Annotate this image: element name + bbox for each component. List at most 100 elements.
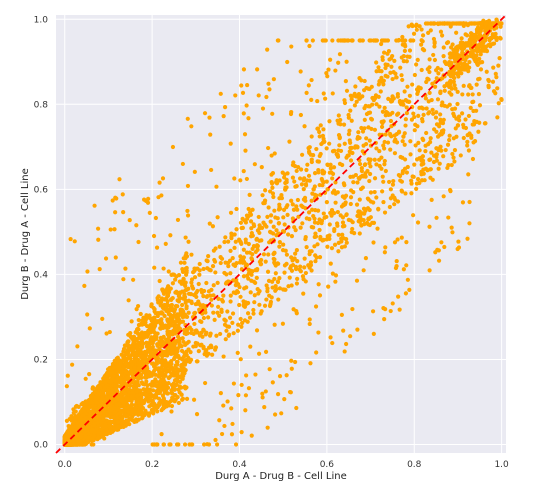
- scatter-point: [101, 423, 106, 428]
- scatter-point: [401, 54, 406, 59]
- scatter-point: [349, 118, 354, 123]
- scatter-point: [281, 215, 286, 220]
- scatter-point: [406, 24, 411, 29]
- scatter-point: [470, 156, 476, 162]
- scatter-point: [167, 363, 172, 368]
- scatter-point: [205, 266, 210, 271]
- scatter-point: [407, 48, 413, 53]
- scatter-point: [405, 84, 410, 89]
- scatter-point: [110, 198, 115, 203]
- scatter-point: [169, 409, 174, 414]
- scatter-point: [252, 162, 257, 167]
- scatter-point: [144, 392, 149, 397]
- scatter-point: [289, 268, 295, 273]
- scatter-point: [240, 216, 245, 222]
- scatter-point: [146, 196, 151, 201]
- scatter-point: [204, 280, 209, 286]
- scatter-point: [144, 340, 149, 345]
- scatter-point: [161, 397, 166, 402]
- scatter-point: [303, 183, 309, 188]
- scatter-point: [192, 310, 198, 315]
- scatter-point: [309, 77, 314, 83]
- scatter-point: [377, 104, 382, 109]
- scatter-point: [402, 166, 408, 171]
- scatter-point: [356, 175, 361, 181]
- scatter-point: [366, 104, 371, 109]
- scatter-point: [192, 275, 198, 280]
- scatter-point: [460, 200, 466, 205]
- scatter-point: [392, 240, 398, 245]
- scatter-point: [273, 283, 278, 289]
- scatter-point: [274, 178, 279, 183]
- scatter-point: [290, 175, 296, 180]
- scatter-point: [325, 74, 330, 79]
- scatter-point: [271, 224, 276, 229]
- scatter-point: [269, 181, 275, 186]
- scatter-point: [393, 197, 398, 202]
- scatter-point: [378, 89, 383, 94]
- scatter-point: [235, 328, 241, 333]
- scatter-point: [446, 215, 451, 220]
- scatter-point: [315, 126, 320, 131]
- scatter-point: [417, 148, 422, 153]
- scatter-point: [163, 241, 168, 246]
- scatter-point: [133, 404, 138, 410]
- scatter-point: [142, 331, 147, 336]
- scatter-point: [238, 178, 243, 183]
- scatter-point: [302, 265, 307, 270]
- scatter-point: [203, 380, 208, 386]
- scatter-point: [318, 123, 323, 128]
- scatter-point: [275, 261, 280, 266]
- scatter-point: [153, 318, 158, 323]
- scatter-point: [428, 136, 433, 141]
- scatter-point: [319, 218, 325, 223]
- scatter-point: [179, 356, 184, 361]
- scatter-point: [281, 207, 287, 212]
- scatter-point: [358, 38, 363, 43]
- scatter-point: [353, 84, 358, 89]
- scatter-point: [218, 331, 223, 337]
- scatter-point: [433, 115, 439, 120]
- scatter-point: [237, 302, 242, 308]
- scatter-point: [283, 248, 288, 253]
- scatter-point: [447, 133, 452, 138]
- scatter-point: [169, 403, 175, 409]
- scatter-point: [108, 403, 113, 408]
- scatter-point: [136, 317, 141, 323]
- scatter-point: [349, 38, 354, 43]
- scatter-point: [67, 426, 72, 432]
- scatter-point: [196, 349, 201, 354]
- scatter-point: [497, 56, 502, 61]
- scatter-point: [235, 290, 241, 295]
- scatter-point: [172, 326, 177, 331]
- scatter-point: [241, 274, 247, 279]
- scatter-point: [404, 59, 409, 64]
- scatter-point: [408, 152, 413, 157]
- scatter-point: [126, 365, 131, 370]
- scatter-point: [141, 361, 146, 366]
- scatter-point: [75, 435, 80, 440]
- scatter-point: [266, 145, 271, 151]
- scatter-point: [332, 226, 337, 232]
- scatter-point: [265, 289, 270, 294]
- scatter-point: [266, 81, 271, 86]
- scatter-point: [324, 70, 329, 76]
- scatter-point: [166, 375, 171, 381]
- scatter-point: [259, 309, 264, 314]
- scatter-point: [382, 139, 387, 145]
- scatter-point: [108, 372, 113, 377]
- scatter-point: [92, 203, 97, 208]
- scatter-point: [315, 220, 321, 226]
- scatter-point: [391, 178, 396, 184]
- scatter-point: [182, 362, 188, 367]
- scatter-point: [400, 34, 405, 40]
- scatter-point: [289, 358, 294, 363]
- scatter-point: [300, 274, 306, 279]
- scatter-point: [134, 419, 139, 424]
- scatter-point: [199, 342, 204, 347]
- scatter-point: [121, 277, 126, 282]
- scatter-point: [156, 380, 162, 385]
- scatter-point: [246, 386, 252, 391]
- scatter-point: [241, 302, 246, 307]
- scatter-point: [297, 176, 303, 181]
